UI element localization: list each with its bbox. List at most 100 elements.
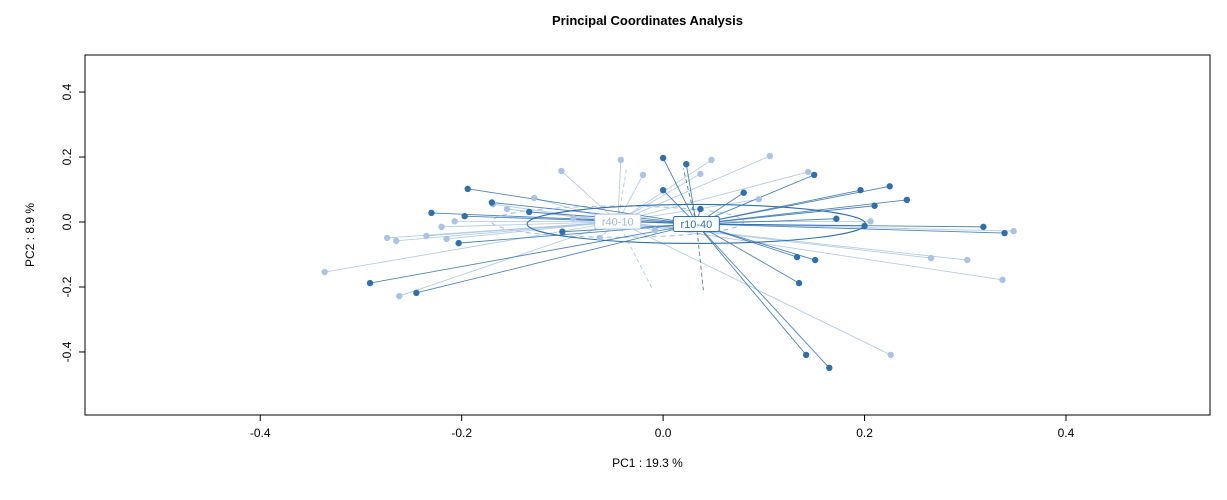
plot-box [84, 54, 1211, 416]
data-point [980, 223, 987, 231]
x-tick-label: 0.4 [1058, 426, 1075, 440]
spider-line [696, 223, 984, 228]
data-point [697, 170, 704, 178]
data-point [927, 254, 935, 262]
data-point [810, 171, 818, 179]
spider-line [324, 221, 618, 273]
x-axis-label: PC1 : 19.3 % [612, 456, 683, 470]
dashed-ray [682, 168, 697, 225]
spider-line [696, 185, 890, 225]
data-point [321, 268, 328, 276]
y-axis-label: PC2 : 8.9 % [23, 202, 37, 268]
spider-line [696, 199, 907, 225]
data-point [871, 202, 878, 209]
data-point [802, 351, 810, 359]
y-tick-label: 0.2 [60, 148, 74, 165]
data-point [488, 199, 496, 206]
x-tick-label: -0.2 [451, 426, 472, 440]
centroid-label-box [594, 213, 642, 230]
x-tick-label: -0.4 [250, 426, 271, 440]
spider-line [696, 223, 800, 284]
data-point [443, 235, 450, 243]
data-point [867, 218, 874, 225]
data-point [804, 168, 812, 176]
centroid-label-box [672, 215, 720, 232]
data-point [999, 276, 1006, 284]
data-point [903, 196, 911, 204]
data-point [530, 194, 538, 202]
centroid-label: r10-40 [680, 219, 712, 231]
spider-line [685, 164, 697, 225]
data-point [793, 253, 801, 261]
data-point [639, 171, 647, 179]
spider-line [696, 223, 807, 356]
data-point [766, 152, 774, 160]
x-tick-label: 0.2 [856, 426, 873, 440]
spider-line [369, 223, 697, 284]
data-point [659, 186, 667, 194]
data-point [740, 189, 747, 196]
data-point [861, 222, 868, 230]
spider-line [696, 223, 830, 369]
spider-line [446, 221, 618, 240]
spider-line [399, 221, 618, 297]
y-tick-label: 0.0 [60, 213, 74, 230]
spider-line [617, 221, 968, 261]
dashed-ray [617, 221, 654, 291]
data-point [438, 223, 445, 231]
data-point [1001, 229, 1008, 237]
data-point [451, 218, 458, 225]
spider-line [617, 155, 771, 223]
data-point [559, 228, 566, 235]
spider-line [441, 221, 618, 228]
y-tick-label: 0.4 [60, 83, 74, 100]
spider-line [696, 174, 815, 225]
data-point [1010, 227, 1017, 235]
chart-title: Principal Coordinates Analysis [552, 13, 743, 28]
data-point [857, 186, 864, 194]
data-point [570, 214, 577, 222]
data-point [886, 183, 893, 190]
data-point [413, 289, 420, 297]
data-point [366, 279, 374, 287]
data-point [683, 160, 690, 168]
data-point [708, 156, 715, 164]
data-point [455, 239, 462, 247]
data-point [396, 292, 403, 300]
spider-line [464, 215, 697, 225]
data-point [617, 156, 625, 164]
spider-line [458, 223, 697, 244]
y-tick-label: -0.2 [60, 276, 74, 297]
spider-line [467, 188, 697, 225]
data-point [811, 256, 819, 264]
y-tick-label: -0.4 [60, 341, 74, 362]
spider-line [617, 171, 809, 223]
spider-line [662, 157, 697, 225]
data-point [428, 209, 435, 217]
data-point [887, 351, 894, 359]
x-tick-label: 0.0 [655, 426, 672, 440]
data-point [423, 232, 430, 240]
centroid-label: r40-10 [602, 217, 634, 229]
data-point [833, 215, 840, 222]
data-point [651, 226, 659, 234]
data-point [755, 196, 762, 203]
data-point [964, 256, 971, 264]
spider-line [617, 159, 622, 222]
data-point [659, 154, 667, 162]
data-point [596, 234, 603, 242]
spider-line [426, 221, 618, 237]
data-point [393, 237, 400, 245]
spider-line [491, 202, 697, 225]
data-point [558, 167, 565, 175]
data-point [826, 364, 833, 372]
data-point [525, 208, 533, 216]
spider-line [617, 221, 891, 356]
spider-line [696, 223, 1005, 234]
data-point [383, 234, 391, 242]
spider-line [416, 223, 697, 294]
spider-line [561, 170, 619, 223]
data-point [795, 279, 803, 287]
